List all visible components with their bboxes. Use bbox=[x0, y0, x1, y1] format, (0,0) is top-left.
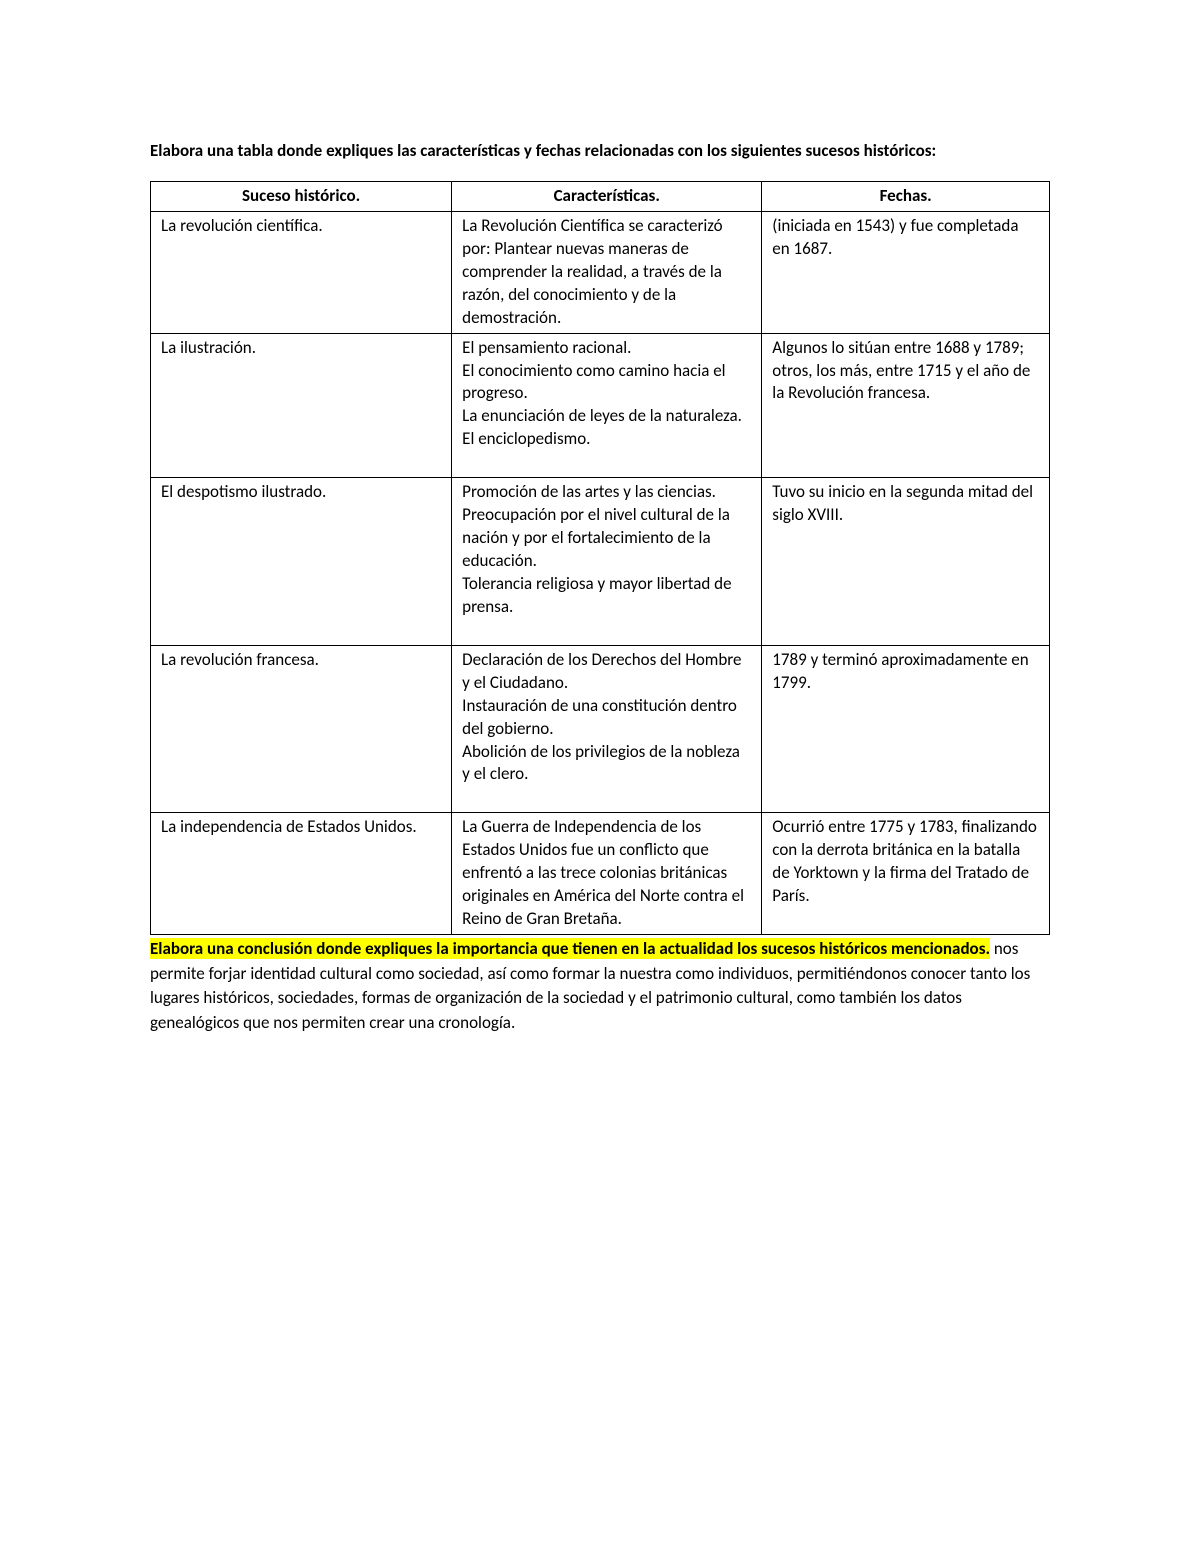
table-row: La independencia de Estados Unidos. La G… bbox=[151, 813, 1050, 935]
cell-dates: Tuvo su inicio en la segunda mitad del s… bbox=[762, 478, 1050, 646]
table-header-row: Suceso histórico. Características. Fecha… bbox=[151, 181, 1050, 211]
cell-dates: 1789 y terminó aproximadamente en 1799. bbox=[762, 645, 1050, 813]
cell-dates: Algunos lo sitúan entre 1688 y 1789; otr… bbox=[762, 333, 1050, 478]
table-row: La ilustración. El pensamiento racional.… bbox=[151, 333, 1050, 478]
char-line: El conocimiento como camino hacia el pro… bbox=[462, 360, 751, 406]
cell-dates: (iniciada en 1543) y fue completada en 1… bbox=[762, 211, 1050, 333]
cell-event: La revolución francesa. bbox=[151, 645, 452, 813]
history-table: Suceso histórico. Características. Fecha… bbox=[150, 181, 1050, 935]
header-characteristics: Características. bbox=[452, 181, 762, 211]
conclusion-highlight: Elabora una conclusión donde expliques l… bbox=[150, 938, 990, 959]
table-row: La revolución francesa. Declaración de l… bbox=[151, 645, 1050, 813]
cell-char: La Revolución Científica se caracterizó … bbox=[452, 211, 762, 333]
cell-event: El despotismo ilustrado. bbox=[151, 478, 452, 646]
char-line: La enunciación de leyes de la naturaleza… bbox=[462, 405, 751, 428]
cell-char: La Guerra de Independencia de los Estado… bbox=[452, 813, 762, 935]
instruction-text: Elabora una tabla donde expliques las ca… bbox=[150, 140, 1050, 163]
conclusion-paragraph: Elabora una conclusión donde expliques l… bbox=[150, 937, 1050, 1036]
cell-event: La ilustración. bbox=[151, 333, 452, 478]
table-row: El despotismo ilustrado. Promoción de la… bbox=[151, 478, 1050, 646]
cell-char: Declaración de los Derechos del Hombre y… bbox=[452, 645, 762, 813]
char-line: El enciclopedismo. bbox=[462, 428, 751, 451]
table-row: La revolución científica. La Revolución … bbox=[151, 211, 1050, 333]
cell-event: La revolución científica. bbox=[151, 211, 452, 333]
cell-char: El pensamiento racional. El conocimiento… bbox=[452, 333, 762, 478]
char-line: El pensamiento racional. bbox=[462, 337, 751, 360]
char-line: Tolerancia religiosa y mayor libertad de… bbox=[462, 573, 751, 619]
header-event: Suceso histórico. bbox=[151, 181, 452, 211]
document-page: Elabora una tabla donde expliques las ca… bbox=[0, 0, 1200, 1553]
cell-dates: Ocurrió entre 1775 y 1783, finalizando c… bbox=[762, 813, 1050, 935]
char-line: Declaración de los Derechos del Hombre y… bbox=[462, 649, 751, 695]
char-line: Abolición de los privilegios de la noble… bbox=[462, 741, 751, 787]
cell-event: La independencia de Estados Unidos. bbox=[151, 813, 452, 935]
char-line: Instauración de una constitución dentro … bbox=[462, 695, 751, 741]
char-line: Preocupación por el nivel cultural de la… bbox=[462, 504, 751, 573]
cell-char: Promoción de las artes y las ciencias. P… bbox=[452, 478, 762, 646]
char-line: Promoción de las artes y las ciencias. bbox=[462, 481, 751, 504]
header-dates: Fechas. bbox=[762, 181, 1050, 211]
